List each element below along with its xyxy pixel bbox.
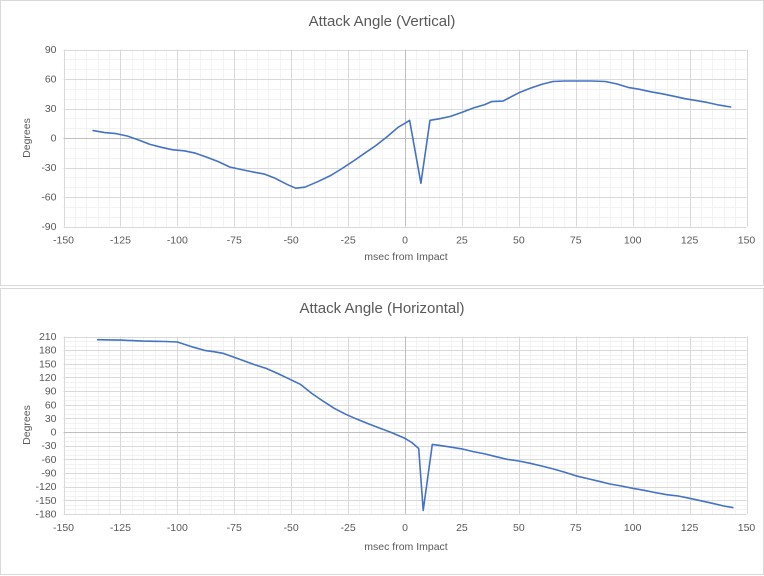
y-tick-label: 0 [51,133,57,145]
x-tick-label: 25 [456,522,468,534]
y-tick-label: -30 [41,162,56,174]
x-tick-label: -75 [227,235,242,247]
chart-panel-vertical[interactable]: Attack Angle (Vertical) Degrees -150 -125… [0,0,764,286]
x-tick-label: -125 [110,235,131,247]
y-tick-label: -30 [41,440,56,452]
y-tick-label: 90 [45,44,57,56]
y-tick-label: 150 [39,358,57,370]
x-tick-label: -125 [110,522,131,534]
y-tick-label: 0 [51,427,57,439]
x-tick-label: -25 [340,522,355,534]
x-tick-label: -50 [284,235,299,247]
y-tick-label: 30 [45,413,57,425]
x-tick-label: 150 [738,522,756,534]
series-line-attack-angle-horizontal [96,338,734,512]
y-tick-label: -60 [41,192,56,204]
x-tick-label: -25 [340,235,355,247]
y-tick-label: -90 [41,221,56,233]
x-tick-label: -75 [227,522,242,534]
chart-title-vertical: Attack Angle (Vertical) [308,13,456,30]
x-tick-label: 0 [402,235,408,247]
x-tick-label: -150 [53,522,74,534]
x-tick-label: -100 [167,522,188,534]
x-tick-label: 50 [513,522,525,534]
x-tick-label: 25 [456,235,468,247]
y-tick-label: -150 [35,495,56,507]
y-tick-label: -180 [35,509,56,521]
x-tick-label: 125 [681,522,699,534]
y-tick-label: 180 [39,345,57,357]
chart-title-horizontal: Attack Angle (Horizontal) [299,300,465,317]
x-tick-label: 75 [570,522,582,534]
y-tick-label: 90 [45,386,57,398]
x-tick-label: 125 [681,235,699,247]
x-tick-label: 50 [513,235,525,247]
x-tick-label: 100 [624,522,642,534]
plot-area-vertical: -150 -125 -100 -75 -50 -25 0 25 50 75 100 125 150 -90… [41,44,756,247]
series-line-attack-angle-vertical [92,80,732,189]
y-tick-label: -90 [41,468,56,480]
x-tick-label: 100 [624,235,642,247]
chart-panel-horizontal[interactable]: Attack Angle (Horizontal) Degrees -150 -1… [0,288,764,575]
x-tick-label: 75 [570,235,582,247]
y-tick-label: 30 [45,103,57,115]
y-tick-label: 60 [45,74,57,86]
x-tick-label: 150 [738,235,756,247]
x-tick-label: -150 [53,235,74,247]
y-tick-label: -120 [35,481,56,493]
y-tick-label: -60 [41,454,56,466]
plot-area-horizontal: -150 -125 -100 -75 -50 -25 0 25 50 75 100 125 150 -18… [35,331,756,534]
y-tick-label: 210 [39,331,57,343]
y-tick-label: 60 [45,399,57,411]
x-tick-label: -50 [284,522,299,534]
y-tick-label: 120 [39,372,57,384]
x-axis-title-horizontal: msec from Impact [364,541,448,553]
x-tick-label: -100 [167,235,188,247]
x-axis-title-vertical: msec from Impact [364,251,448,263]
x-tick-label: 0 [402,522,408,534]
